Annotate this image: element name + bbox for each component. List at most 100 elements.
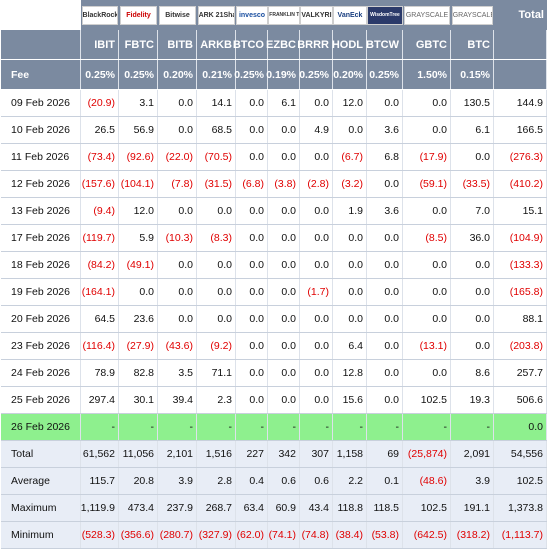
row-label: 20 Feb 2026 xyxy=(1,306,81,332)
summary-row: Minimum (528.3) (356.6) (280.7) (327.9) (62.0… xyxy=(1,522,547,549)
flow-cell: 26.5 xyxy=(81,117,119,143)
flow-cell: 0.0 xyxy=(333,306,367,332)
flow-cell: 82.8 xyxy=(119,360,158,386)
issuer-logo: WisdomTree xyxy=(367,5,403,25)
flow-cell: 12.0 xyxy=(333,90,367,116)
flow-cell: (6.7) xyxy=(333,144,367,170)
flow-cell: 3.9 xyxy=(451,468,494,494)
flow-cell: (356.6) xyxy=(119,522,158,548)
flow-cell: 0.0 xyxy=(268,225,300,251)
flow-cell: 43.4 xyxy=(300,495,333,521)
flow-cell: 69 xyxy=(367,441,403,467)
row-label: 17 Feb 2026 xyxy=(1,225,81,251)
row-label: 11 Feb 2026 xyxy=(1,144,81,170)
row-label: 19 Feb 2026 xyxy=(1,279,81,305)
flow-cell: 2.3 xyxy=(197,387,236,413)
flow-cell: - xyxy=(367,414,403,440)
table-row: 24 Feb 2026 78.9 82.8 3.5 71.1 0.0 0.0 0.0 12.8 0… xyxy=(1,360,547,387)
flow-cell: 237.9 xyxy=(158,495,197,521)
flow-cell: 0.0 xyxy=(300,387,333,413)
table-row: 11 Feb 2026 (73.4) (92.6) (22.0) (70.5) 0.0 0.… xyxy=(1,144,547,171)
flow-cell: 2.2 xyxy=(333,468,367,494)
issuer-logo: FRANKLIN TEMPLETON xyxy=(268,5,300,25)
flow-cell: 0.0 xyxy=(367,306,403,332)
flow-cell: 0.0 xyxy=(451,279,494,305)
flow-cell: 102.5 xyxy=(403,387,451,413)
flow-cell: - xyxy=(197,414,236,440)
flow-cell: (20.9) xyxy=(81,90,119,116)
flow-cell: (27.9) xyxy=(119,333,158,359)
flow-cell: (327.9) xyxy=(197,522,236,548)
flow-cell: 8.6 xyxy=(451,360,494,386)
flow-cell: 20.8 xyxy=(119,468,158,494)
flow-cell: (48.6) xyxy=(403,468,451,494)
fee-total-blank xyxy=(494,60,547,89)
table-row: 20 Feb 2026 64.5 23.6 0.0 0.0 0.0 0.0 0.0 0.0 0.0… xyxy=(1,306,547,333)
flow-cell: (164.1) xyxy=(81,279,119,305)
flow-cell: 0.0 xyxy=(158,279,197,305)
table-row: 09 Feb 2026 (20.9) 3.1 0.0 14.1 0.0 6.1 0.0 12.0… xyxy=(1,90,547,117)
flow-cell: 0.0 xyxy=(197,252,236,278)
ticker-label: IBIT xyxy=(81,30,119,59)
flow-cell: 78.9 xyxy=(81,360,119,386)
logo-cell: VALKYRIE xyxy=(300,0,333,30)
flow-cell: 39.4 xyxy=(158,387,197,413)
flow-cell: 0.0 xyxy=(403,117,451,143)
flow-cell: 0.0 xyxy=(197,279,236,305)
issuer-logo: GRAYSCALE xyxy=(451,5,494,25)
flow-cell: 3.6 xyxy=(367,117,403,143)
flow-cell: 0.0 xyxy=(268,144,300,170)
flow-cell: 68.5 xyxy=(197,117,236,143)
flow-cell: 0.1 xyxy=(367,468,403,494)
summary-rows: Total 61,562 11,056 2,101 1,516 227 342 307 1,15… xyxy=(1,441,547,549)
flow-cell: 4.9 xyxy=(300,117,333,143)
flow-cell: 14.1 xyxy=(197,90,236,116)
flow-cell: 0.0 xyxy=(236,198,268,224)
flow-cell: 268.7 xyxy=(197,495,236,521)
logo-cell: GRAYSCALE xyxy=(451,0,494,30)
flow-cell: 0.0 xyxy=(451,333,494,359)
flow-cell: - xyxy=(300,414,333,440)
flow-cell: 0.6 xyxy=(268,468,300,494)
logo-cell: WisdomTree xyxy=(367,0,403,30)
flow-cell: (13.1) xyxy=(403,333,451,359)
flow-cell: 0.0 xyxy=(333,225,367,251)
highlighted-row: 26 Feb 2026- - - - - - - - - - -0.0 xyxy=(1,414,547,441)
flow-cell: (84.2) xyxy=(81,252,119,278)
flow-cell: 307 xyxy=(300,441,333,467)
flow-cell: 3.6 xyxy=(367,198,403,224)
flow-cell: 3.1 xyxy=(119,90,158,116)
flow-cell: 1,516 xyxy=(197,441,236,467)
ticker-label: BTCO xyxy=(233,30,268,59)
flow-cell: - xyxy=(333,414,367,440)
flow-cell: 0.0 xyxy=(268,333,300,359)
fee-value: 0.15% xyxy=(451,60,494,89)
flow-cell: 15.6 xyxy=(333,387,367,413)
flow-cell: 0.0 xyxy=(300,360,333,386)
summary-row: Total 61,562 11,056 2,101 1,516 227 342 307 1,15… xyxy=(1,441,547,468)
fee-value: 0.25% xyxy=(367,60,403,89)
row-total: 166.5 xyxy=(494,117,547,143)
table-row: 12 Feb 2026 (157.6) (104.1) (7.8) (31.5) (6.8… xyxy=(1,171,547,198)
table-row: 25 Feb 2026 297.4 30.1 39.4 2.3 0.0 0.0 0.0 15.6… xyxy=(1,387,547,414)
flow-cell: 0.0 xyxy=(451,252,494,278)
flow-cell: 6.1 xyxy=(451,117,494,143)
fee-value: 1.50% xyxy=(403,60,451,89)
issuer-logo: invesco xyxy=(236,5,268,25)
flow-cell: (74.1) xyxy=(268,522,300,548)
flow-cell: - xyxy=(119,414,158,440)
flow-cell: (31.5) xyxy=(197,171,236,197)
row-total: (165.8) xyxy=(494,279,547,305)
flow-cell: (74.8) xyxy=(300,522,333,548)
row-label: 13 Feb 2026 xyxy=(1,198,81,224)
fee-label: Fee xyxy=(1,60,81,89)
row-label: 09 Feb 2026 xyxy=(1,90,81,116)
flow-cell: (59.1) xyxy=(403,171,451,197)
flow-cell: 61,562 xyxy=(81,441,119,467)
flow-cell: (157.6) xyxy=(81,171,119,197)
flow-cell: - xyxy=(236,414,268,440)
flow-cell: 6.1 xyxy=(268,90,300,116)
flow-cell: 3.9 xyxy=(158,468,197,494)
row-label: Total xyxy=(1,441,81,467)
flow-cell: 1,119.9 xyxy=(81,495,119,521)
